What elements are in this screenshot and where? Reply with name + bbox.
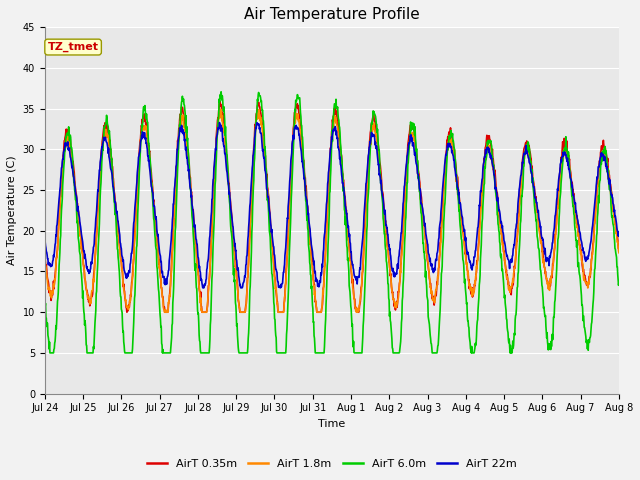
- AirT 6.0m: [41, 297, 49, 303]
- AirT 1.8m: [169, 243, 177, 249]
- AirT 0.35m: [123, 309, 131, 315]
- AirT 1.8m: [548, 274, 556, 280]
- AirT 6.0m: [497, 255, 505, 261]
- AirT 0.35m: [234, 282, 241, 288]
- Line: AirT 6.0m: AirT 6.0m: [45, 92, 619, 353]
- AirT 6.0m: [615, 279, 623, 285]
- AirT 0.35m: [169, 237, 177, 243]
- Legend: AirT 0.35m, AirT 1.8m, AirT 6.0m, AirT 22m: AirT 0.35m, AirT 1.8m, AirT 6.0m, AirT 2…: [143, 454, 521, 473]
- AirT 22m: [234, 267, 241, 273]
- Title: Air Temperature Profile: Air Temperature Profile: [244, 7, 420, 22]
- AirT 1.8m: [615, 250, 623, 256]
- AirT 0.35m: [216, 98, 224, 104]
- AirT 6.0m: [155, 289, 163, 295]
- AirT 22m: [41, 237, 49, 243]
- AirT 22m: [422, 231, 429, 237]
- AirT 0.35m: [497, 223, 505, 228]
- AirT 0.35m: [155, 262, 163, 267]
- Text: TZ_tmet: TZ_tmet: [47, 42, 99, 52]
- Line: AirT 22m: AirT 22m: [45, 122, 619, 288]
- AirT 22m: [168, 217, 176, 223]
- X-axis label: Time: Time: [318, 419, 346, 429]
- AirT 6.0m: [217, 89, 225, 95]
- AirT 1.8m: [497, 224, 505, 230]
- AirT 6.0m: [46, 350, 54, 356]
- AirT 22m: [216, 120, 223, 125]
- AirT 6.0m: [169, 300, 177, 306]
- AirT 1.8m: [234, 286, 241, 292]
- AirT 6.0m: [548, 344, 556, 349]
- AirT 22m: [155, 239, 163, 244]
- AirT 1.8m: [422, 242, 429, 248]
- AirT 0.35m: [615, 244, 623, 250]
- AirT 22m: [615, 233, 623, 239]
- AirT 1.8m: [41, 254, 49, 260]
- AirT 0.35m: [41, 253, 49, 259]
- AirT 22m: [548, 247, 556, 252]
- AirT 1.8m: [155, 254, 163, 260]
- AirT 22m: [497, 220, 505, 226]
- Line: AirT 1.8m: AirT 1.8m: [45, 109, 619, 312]
- AirT 1.8m: [217, 106, 225, 112]
- AirT 6.0m: [234, 332, 241, 338]
- Y-axis label: Air Temperature (C): Air Temperature (C): [7, 156, 17, 265]
- AirT 1.8m: [161, 309, 168, 315]
- Line: AirT 0.35m: AirT 0.35m: [45, 101, 619, 312]
- AirT 6.0m: [422, 268, 429, 274]
- AirT 22m: [199, 285, 207, 291]
- AirT 0.35m: [422, 238, 429, 243]
- AirT 0.35m: [548, 273, 556, 278]
